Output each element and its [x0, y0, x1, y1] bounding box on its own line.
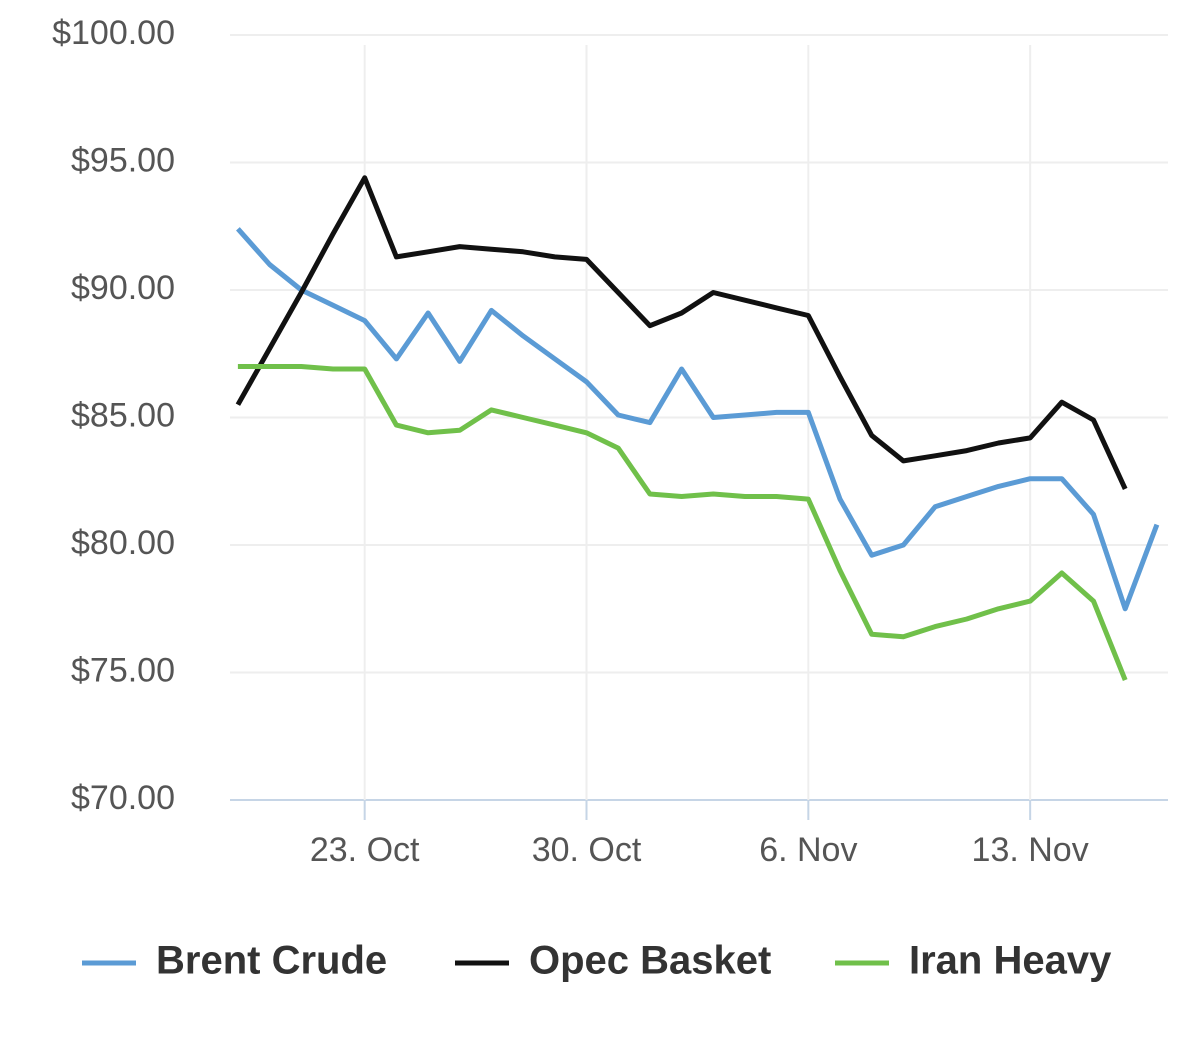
- y-tick-label: $90.00: [71, 269, 175, 307]
- legend-label: Iran Heavy: [909, 939, 1112, 983]
- y-tick-label: $100.00: [52, 14, 175, 52]
- series-line: [235, 175, 1128, 490]
- y-tick-label: $75.00: [71, 651, 175, 689]
- series-line: [236, 227, 1160, 612]
- legend-label: Opec Basket: [529, 939, 771, 983]
- y-tick-label: $85.00: [71, 396, 175, 434]
- y-tick-label: $80.00: [71, 524, 175, 562]
- x-tick-label: 6. Nov: [759, 831, 857, 869]
- x-tick-label: 30. Oct: [532, 831, 642, 869]
- series-line: [237, 364, 1128, 682]
- x-tick-label: 23. Oct: [310, 831, 420, 869]
- x-tick-label: 13. Nov: [972, 831, 1089, 869]
- y-tick-label: $70.00: [71, 779, 175, 817]
- legend-label: Brent Crude: [156, 939, 387, 983]
- y-tick-label: $95.00: [71, 141, 175, 179]
